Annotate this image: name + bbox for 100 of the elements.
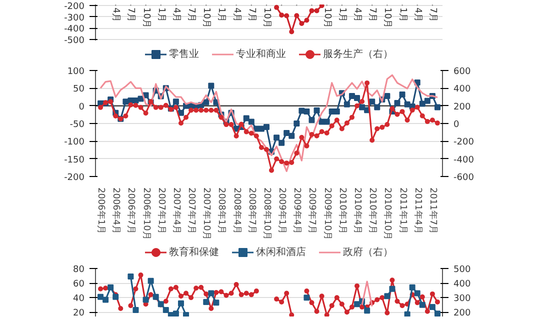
x-tick-label: 2009年4月: [292, 188, 303, 234]
legend-label: 服务生产（右）: [323, 48, 393, 61]
x-tick-label: 10月: [201, 8, 212, 28]
x-tick-label: 2007年4月: [170, 188, 182, 234]
point: [419, 302, 426, 308]
point: [294, 13, 300, 18]
point: [128, 274, 134, 280]
point: [354, 301, 360, 308]
y-tick-label: -50: [70, 120, 85, 130]
point: [299, 21, 304, 26]
point: [148, 278, 154, 284]
y2-tick-label: 400: [454, 280, 471, 290]
point: [208, 290, 214, 296]
y-tick-label: 40: [73, 294, 85, 304]
x-tick-label: 2006年10月: [140, 188, 152, 240]
legend-label: 休闲和酒店: [256, 246, 306, 259]
x-tick-label: 2009年1月: [276, 188, 288, 234]
y-tick-label: -200: [64, 2, 85, 12]
y2-tick-label: -400: [454, 155, 474, 166]
x-tick-label: 1月: [156, 8, 166, 22]
y2-tick-label: -600: [454, 173, 474, 183]
point: [389, 286, 396, 292]
point: [384, 293, 390, 300]
x-tick-label: 2011年4月: [412, 188, 424, 234]
x-tick-label: 10月: [382, 8, 392, 28]
x-tick-label: 2008年10月: [261, 188, 272, 240]
x-tick-label: 2008年4月: [231, 188, 242, 234]
y-tick-label: 60: [73, 280, 85, 290]
y2-tick-label: 400: [454, 84, 471, 95]
x-tick-label: 2011年1月: [397, 188, 408, 234]
y-tick-label: -300: [64, 13, 85, 24]
x-tick-label: 2009年7月: [306, 188, 318, 234]
legend-label: 教育和保健: [169, 246, 219, 259]
x-tick-label: 2009年10月: [322, 188, 333, 240]
x-tick-label: 4月: [231, 8, 242, 22]
x-tick-label: 2008年1月: [216, 188, 228, 234]
legend-label: 政府（右）: [343, 246, 393, 259]
x-tick-label: 10月: [140, 8, 151, 28]
x-tick-label: 2010年7月: [367, 188, 378, 234]
point: [434, 310, 440, 316]
y-tick-label: 80: [73, 265, 85, 275]
x-tick-label: 2006年7月: [126, 188, 137, 234]
x-tick-label: 4月: [412, 8, 422, 22]
x-tick-label: 2010年4月: [352, 188, 364, 234]
x-tick-label: 4月: [170, 8, 181, 22]
point: [203, 298, 210, 305]
x-tick-label: 2007年10月: [201, 188, 212, 240]
y-tick-label: -100: [64, 138, 85, 148]
x-tick-label: 4月: [352, 8, 362, 22]
point: [304, 18, 310, 23]
x-tick-label: 10月: [322, 8, 332, 28]
point: [414, 290, 420, 296]
point: [409, 284, 416, 290]
y-tick-label: 20: [73, 308, 85, 319]
point: [162, 306, 169, 313]
y2-tick-label: 500: [454, 265, 471, 275]
x-tick-label: 2006年4月: [110, 188, 122, 234]
point: [98, 294, 104, 300]
y-tick-label: -400: [64, 24, 85, 35]
point: [284, 13, 290, 18]
x-tick-label: 2011年7月: [427, 188, 438, 234]
x-tick-label: 2008年7月: [246, 188, 258, 234]
y2-tick-label: 600: [454, 67, 471, 77]
y-tick-label: 100: [67, 67, 85, 77]
y-tick-label: 50: [73, 84, 85, 95]
x-tick-label: 7月: [427, 8, 438, 22]
y2-tick-label: 200: [454, 102, 471, 112]
x-tick-label: 2010年1月: [336, 188, 348, 234]
legend-label: 零售业: [169, 48, 199, 61]
x-tick-label: 1月: [336, 8, 347, 22]
x-tick-label: 2006年1月: [96, 188, 107, 234]
x-tick-label: 7月: [186, 8, 196, 22]
y-tick-label: -500: [64, 36, 85, 46]
x-tick-label: 2007年7月: [186, 188, 198, 234]
point: [319, 4, 324, 8]
x-tick-label: 7月: [246, 8, 256, 22]
point: [213, 300, 220, 306]
point: [132, 306, 139, 313]
x-tick-label: 10月: [261, 8, 272, 28]
y-tick-label: 0: [78, 102, 85, 112]
point: [102, 296, 109, 303]
point: [178, 300, 184, 306]
x-tick-label: 1月: [216, 8, 226, 22]
point: [304, 294, 310, 301]
point: [289, 29, 294, 34]
x-tick-label: 1月: [397, 8, 408, 22]
y-tick-label: -200: [64, 173, 85, 183]
point: [142, 296, 149, 303]
point: [314, 8, 320, 14]
x-tick-label: 4月: [110, 8, 121, 22]
x-tick-label: 2007年1月: [156, 188, 167, 234]
x-tick-label: 7月: [367, 8, 378, 22]
x-tick-label: 2010年10月: [382, 188, 394, 240]
x-tick-label: 7月: [126, 8, 136, 22]
y-tick-label: -150: [64, 155, 85, 166]
y2-tick-label: 300: [454, 294, 471, 304]
point: [172, 310, 179, 316]
legend-label: 专业和商业: [236, 48, 286, 61]
point: [274, 4, 280, 10]
point: [309, 8, 314, 14]
